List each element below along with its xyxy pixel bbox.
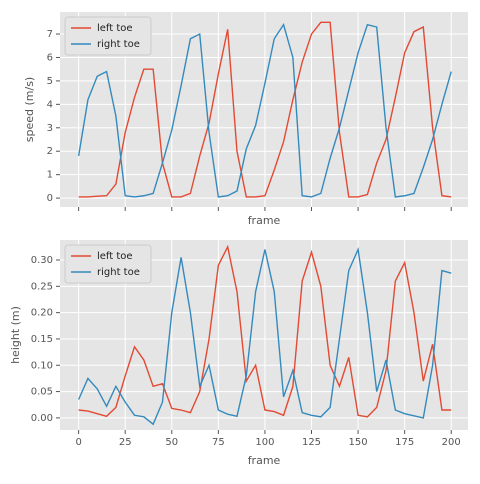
x-tick-label: 25 — [119, 437, 132, 448]
y-tick-label: 0 — [47, 193, 53, 204]
y-tick-label: 0.05 — [31, 387, 53, 398]
y-tick-label: 3 — [47, 123, 53, 134]
y-tick-label: 5 — [47, 76, 53, 87]
legend-label: left toe — [97, 23, 133, 34]
x-tick-label: 100 — [255, 437, 274, 448]
y-tick-label: 7 — [47, 29, 53, 40]
x-tick-label: 75 — [212, 437, 225, 448]
y-tick-label: 4 — [47, 99, 53, 110]
legend-box — [64, 244, 152, 284]
y-tick-label: 0.15 — [31, 334, 53, 345]
x-tick-label: 0 — [75, 437, 81, 448]
line-series — [78, 21, 452, 198]
x-axis-label: frame — [248, 454, 281, 467]
x-tick-label: 200 — [442, 437, 461, 448]
legend-label: right toe — [97, 267, 140, 278]
y-axis-label: speed (m/s) — [23, 77, 36, 142]
y-tick-label: 0.30 — [31, 255, 53, 266]
y-tick-label: 0.10 — [31, 360, 53, 371]
legend-box — [64, 16, 152, 56]
line-series — [77, 23, 452, 198]
y-axis-label: height (m) — [9, 306, 22, 364]
x-axis-label: frame — [248, 214, 281, 227]
legend-label: left toe — [97, 251, 133, 262]
y-tick-label: 0.25 — [31, 281, 53, 292]
x-tick-label: 175 — [395, 437, 414, 448]
y-tick-label: 2 — [47, 146, 53, 157]
x-tick-label: 50 — [165, 437, 178, 448]
x-tick-label: 125 — [302, 437, 321, 448]
x-tick-label: 150 — [349, 437, 368, 448]
y-tick-label: 0.00 — [31, 413, 53, 424]
line-series — [77, 246, 452, 426]
line-series — [78, 244, 452, 418]
y-tick-label: 0.20 — [31, 308, 53, 319]
y-tick-label: 1 — [47, 170, 53, 181]
legend-label: right toe — [97, 39, 140, 50]
y-tick-label: 6 — [47, 52, 53, 63]
